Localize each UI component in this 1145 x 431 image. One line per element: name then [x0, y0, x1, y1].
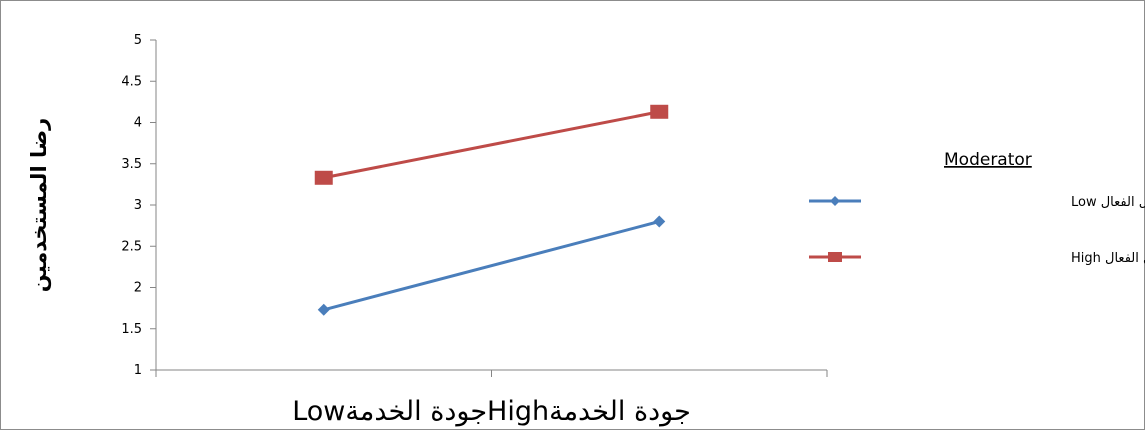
series-line	[323, 110, 660, 180]
series-line	[323, 220, 660, 312]
legend-marker-square	[828, 252, 842, 262]
legend-marker-diamond	[830, 196, 840, 206]
y-tick-label: 3	[134, 198, 142, 213]
data-point-square	[314, 170, 333, 185]
x-category-labels: Lowجودة الخدمةHighجودة الخدمة	[292, 396, 691, 427]
y-tick-label: 2	[134, 281, 142, 296]
data-point-diamond	[317, 303, 330, 316]
data-point-diamond	[653, 215, 666, 228]
x-category-label: Lowجودة الخدمة	[292, 396, 487, 427]
legend-title: Moderator	[944, 150, 1032, 170]
legend-label: High الاتصال الفعال	[1071, 251, 1145, 266]
data-point-square	[650, 104, 669, 119]
y-axis-title: رضا المستخدمين	[27, 118, 51, 292]
y-tick-label: 1	[134, 363, 142, 378]
y-tick-label: 1.5	[121, 322, 142, 337]
y-tick-label: 4.5	[121, 74, 142, 89]
y-tick-label: 2.5	[121, 239, 142, 254]
legend-label: Low الاتصال الفعال	[1071, 195, 1145, 210]
y-tick-label: 4	[134, 116, 142, 131]
x-category-label: Highجودة الخدمة	[487, 396, 691, 427]
y-tick-label: 3.5	[121, 157, 142, 172]
y-tick-label: 5	[134, 33, 142, 48]
